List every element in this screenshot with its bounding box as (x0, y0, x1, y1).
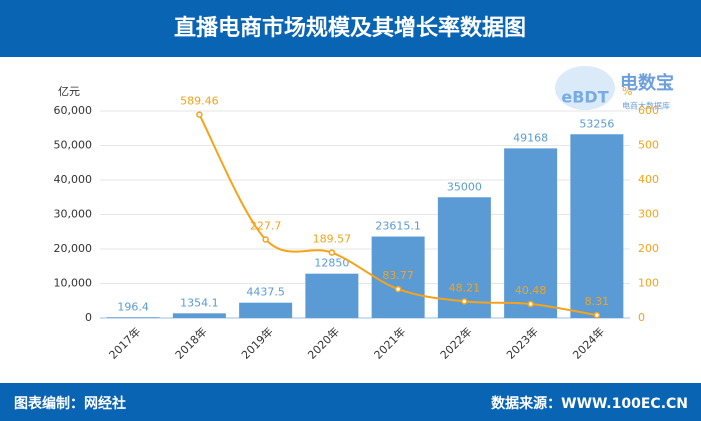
x-tick-label: 2023年 (503, 324, 540, 361)
y-tick-label: 50,000 (54, 139, 93, 152)
line-point (461, 298, 468, 305)
x-tick-label: 2021年 (371, 324, 408, 361)
line-value-label: 48.21 (449, 281, 481, 294)
line-value-label: 83.77 (382, 269, 414, 282)
line-point (262, 236, 269, 243)
x-tick-label: 2018年 (172, 324, 209, 361)
bar (106, 317, 160, 318)
line-point (328, 249, 336, 256)
bar-value-label: 4437.5 (246, 286, 285, 299)
y-axis-label: 亿元 (58, 85, 80, 98)
x-tick-label: 2024年 (570, 324, 607, 361)
footer-left: 图表编制：网经社 (14, 395, 126, 412)
bar (371, 236, 425, 318)
logo-cloud (555, 66, 615, 110)
chart-title: 直播电商市场规模及其增长率数据图 (174, 15, 526, 41)
y-tick-label: 40,000 (54, 173, 93, 186)
x-tick-label: 2019年 (238, 324, 275, 361)
line-value-label: 589.46 (180, 95, 219, 108)
y2-axis-label: % (622, 85, 632, 98)
bar (239, 302, 293, 318)
x-tick-label: 2017年 (106, 324, 143, 361)
line-point (593, 311, 601, 319)
x-tick-label: 2020年 (305, 324, 342, 361)
y2-tick-label: 0 (638, 311, 645, 324)
y2-tick-label: 300 (638, 208, 659, 221)
y-tick-label: 60,000 (54, 104, 93, 117)
line-value-label: 40.48 (515, 284, 547, 297)
bar-value-label: 49168 (513, 131, 548, 144)
logo: eBDT 电数宝 电商大数据库 (555, 66, 674, 111)
y2-tick-label: 600 (638, 104, 659, 117)
line-point (394, 285, 402, 293)
y2-tick-label: 500 (638, 139, 659, 152)
bar-value-label: 23615.1 (375, 220, 421, 233)
header-band (0, 0, 701, 57)
bar (570, 134, 624, 318)
y2-tick-label: 100 (638, 277, 659, 290)
bar (172, 313, 226, 318)
y-tick-label: 30,000 (54, 208, 93, 221)
bar (437, 197, 491, 318)
line-value-label: 8.31 (585, 295, 610, 308)
logo-name: 电数宝 (620, 72, 674, 94)
line-value-label: 189.57 (313, 233, 352, 246)
logo-tagline: 电商大数据库 (622, 101, 670, 111)
bar-value-label: 35000 (447, 180, 482, 193)
line-point (527, 300, 534, 308)
footer-right: 数据来源：WWW.100EC.CN (491, 395, 688, 412)
logo-mark: eBDT (561, 88, 608, 107)
line-value-label: 227.7 (250, 219, 282, 232)
y2-tick-label: 200 (638, 242, 659, 255)
bar-value-label: 12850 (314, 257, 349, 270)
bar-value-label: 196.4 (117, 300, 149, 313)
y2-tick-label: 400 (638, 173, 659, 186)
footer-band (0, 383, 701, 421)
bar (504, 148, 558, 318)
bar (305, 273, 359, 318)
x-tick-label: 2022年 (437, 324, 474, 361)
y-tick-label: 0 (85, 311, 92, 324)
bar-value-label: 53256 (579, 117, 614, 130)
line-point (196, 111, 203, 118)
y-tick-label: 10,000 (54, 277, 93, 290)
bar-value-label: 1354.1 (180, 296, 219, 309)
y-tick-label: 20,000 (54, 242, 93, 255)
